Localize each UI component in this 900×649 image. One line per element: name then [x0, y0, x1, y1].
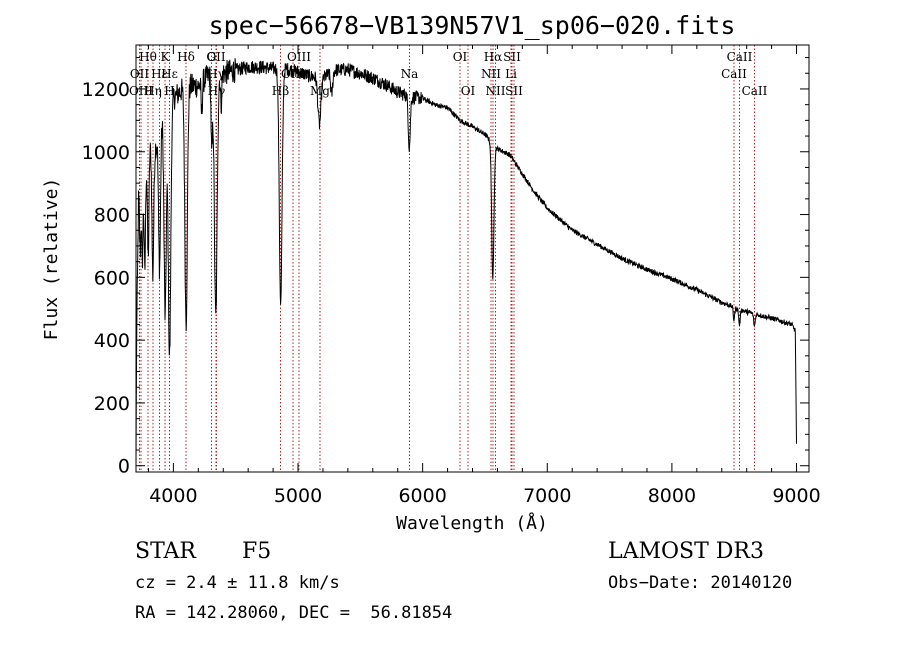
x-tick-label: 9000	[772, 485, 820, 507]
coordinates: RA = 142.28060, DEC = 56.81854	[135, 603, 453, 623]
y-tick-label: 200	[94, 393, 130, 415]
spectral-line-label: OI	[461, 84, 476, 98]
x-axis-label: Wavelength (Å)	[396, 512, 548, 534]
survey-name: LAMOST DR3	[608, 539, 764, 564]
spectral-line-label: NII	[481, 67, 501, 81]
redshift-cz: cz = 2.4 ± 11.8 km/s	[135, 573, 340, 593]
spectral-line-label: SII	[503, 50, 521, 64]
y-tick-label: 800	[94, 205, 130, 227]
x-tick-label: 5000	[274, 485, 322, 507]
spectrum-line	[135, 58, 797, 466]
spectral-line-label: Hε	[161, 67, 178, 81]
x-tick-label: 7000	[523, 485, 571, 507]
spectral-line-label: CaII	[727, 50, 753, 64]
y-tick-label: 600	[94, 267, 130, 289]
y-axis-label: Flux (relative)	[41, 178, 62, 341]
spectral-line-label: Hθ	[139, 50, 157, 64]
spectral-line-label: H	[164, 84, 174, 98]
y-tick-label: 1000	[82, 142, 130, 164]
y-tick-label: 400	[94, 330, 130, 352]
spectral-line-label: Hε	[151, 67, 168, 81]
x-tick-label: 4000	[149, 485, 197, 507]
x-axis-ticks: 4000 5000 6000 7000 8000 9000	[147, 45, 821, 507]
spectral-line-label: SII	[505, 84, 523, 98]
x-tick-label: 8000	[648, 485, 696, 507]
spectral-line-label: Hα	[484, 50, 503, 64]
spectral-subclass: F5	[242, 539, 272, 564]
spectral-line-label: Mg	[310, 84, 330, 98]
spectral-line-label: Hη	[144, 84, 162, 98]
chart-title: spec−56678−VB139N57V1_sp06−020.fits	[209, 11, 736, 40]
y-tick-label: 0	[118, 456, 130, 478]
spectral-line-label: OIII	[287, 50, 311, 64]
spectral-line-label: NII	[486, 84, 506, 98]
spectral-line-label: Hγ	[207, 67, 225, 81]
spectral-line-label: OIII	[129, 84, 153, 98]
spectral-line-label: Na	[401, 67, 419, 81]
y-tick-label: 1200	[82, 79, 130, 101]
spectral-line-label: Hδ	[177, 50, 195, 64]
object-type: STAR	[135, 539, 196, 564]
spectral-line-label: OII	[130, 67, 150, 81]
spectral-line-label: Li	[505, 67, 517, 81]
plot-frame	[135, 44, 810, 473]
y-axis-ticks: 0 200 400 600 800 1000 1200	[82, 57, 809, 478]
x-tick-label: 6000	[398, 485, 446, 507]
spectral-line-label: OII	[206, 50, 226, 64]
spectral-line-label: CaII	[742, 84, 768, 98]
spectral-line-label: OI	[453, 50, 468, 64]
spectral-line-label: G	[207, 50, 217, 64]
spectral-line-label: CaII	[721, 67, 747, 81]
spectral-line-label: Hβ	[272, 84, 289, 98]
spectral-line-label: K	[161, 50, 171, 64]
observation-date: Obs−Date: 20140120	[608, 573, 793, 593]
